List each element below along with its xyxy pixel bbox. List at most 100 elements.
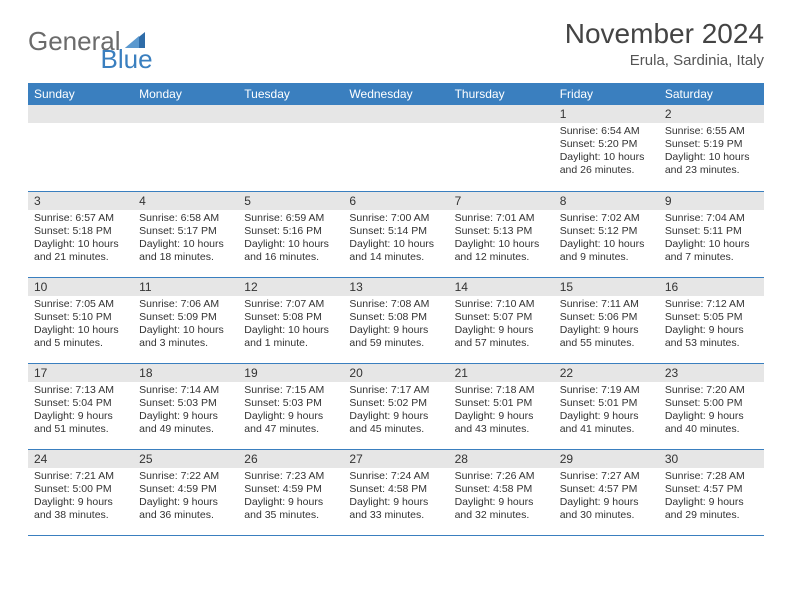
- sunrise-text: Sunrise: 7:07 AM: [244, 298, 337, 311]
- calendar-cell: 17Sunrise: 7:13 AMSunset: 5:04 PMDayligh…: [28, 363, 133, 449]
- day-body: Sunrise: 6:57 AMSunset: 5:18 PMDaylight:…: [28, 210, 133, 269]
- day-number: 9: [659, 192, 764, 210]
- sunrise-text: Sunrise: 7:01 AM: [455, 212, 548, 225]
- sunset-text: Sunset: 5:17 PM: [139, 225, 232, 238]
- day-number: 26: [238, 450, 343, 468]
- calendar-cell: 26Sunrise: 7:23 AMSunset: 4:59 PMDayligh…: [238, 449, 343, 535]
- daylight-text: Daylight: 10 hours and 26 minutes.: [560, 151, 653, 177]
- day-number: [28, 105, 133, 123]
- daylight-text: Daylight: 10 hours and 3 minutes.: [139, 324, 232, 350]
- sunset-text: Sunset: 4:58 PM: [349, 483, 442, 496]
- sunset-text: Sunset: 4:58 PM: [455, 483, 548, 496]
- sunrise-text: Sunrise: 7:22 AM: [139, 470, 232, 483]
- daylight-text: Daylight: 9 hours and 43 minutes.: [455, 410, 548, 436]
- day-number: 4: [133, 192, 238, 210]
- day-number: 5: [238, 192, 343, 210]
- day-body: Sunrise: 7:13 AMSunset: 5:04 PMDaylight:…: [28, 382, 133, 441]
- daylight-text: Daylight: 9 hours and 49 minutes.: [139, 410, 232, 436]
- sunset-text: Sunset: 5:20 PM: [560, 138, 653, 151]
- day-body: Sunrise: 6:55 AMSunset: 5:19 PMDaylight:…: [659, 123, 764, 182]
- day-number: 25: [133, 450, 238, 468]
- sunset-text: Sunset: 5:10 PM: [34, 311, 127, 324]
- day-number: 16: [659, 278, 764, 296]
- day-body: [449, 123, 554, 183]
- daylight-text: Daylight: 9 hours and 35 minutes.: [244, 496, 337, 522]
- calendar-cell: 4Sunrise: 6:58 AMSunset: 5:17 PMDaylight…: [133, 191, 238, 277]
- sunrise-text: Sunrise: 7:10 AM: [455, 298, 548, 311]
- day-header-row: SundayMondayTuesdayWednesdayThursdayFrid…: [28, 83, 764, 105]
- day-number: [343, 105, 448, 123]
- daylight-text: Daylight: 10 hours and 16 minutes.: [244, 238, 337, 264]
- day-body: Sunrise: 7:15 AMSunset: 5:03 PMDaylight:…: [238, 382, 343, 441]
- daylight-text: Daylight: 9 hours and 33 minutes.: [349, 496, 442, 522]
- sunrise-text: Sunrise: 7:27 AM: [560, 470, 653, 483]
- day-number: 20: [343, 364, 448, 382]
- daylight-text: Daylight: 10 hours and 5 minutes.: [34, 324, 127, 350]
- day-number: 1: [554, 105, 659, 123]
- day-body: Sunrise: 7:04 AMSunset: 5:11 PMDaylight:…: [659, 210, 764, 269]
- day-number: 6: [343, 192, 448, 210]
- day-body: Sunrise: 7:22 AMSunset: 4:59 PMDaylight:…: [133, 468, 238, 527]
- daylight-text: Daylight: 9 hours and 59 minutes.: [349, 324, 442, 350]
- calendar-cell: 14Sunrise: 7:10 AMSunset: 5:07 PMDayligh…: [449, 277, 554, 363]
- day-body: Sunrise: 6:59 AMSunset: 5:16 PMDaylight:…: [238, 210, 343, 269]
- sunset-text: Sunset: 5:06 PM: [560, 311, 653, 324]
- daylight-text: Daylight: 10 hours and 9 minutes.: [560, 238, 653, 264]
- sunrise-text: Sunrise: 7:28 AM: [665, 470, 758, 483]
- day-number: 28: [449, 450, 554, 468]
- calendar-week: 24Sunrise: 7:21 AMSunset: 5:00 PMDayligh…: [28, 449, 764, 535]
- day-header: Thursday: [449, 83, 554, 105]
- day-number: [238, 105, 343, 123]
- sunset-text: Sunset: 5:02 PM: [349, 397, 442, 410]
- calendar-cell: 2Sunrise: 6:55 AMSunset: 5:19 PMDaylight…: [659, 105, 764, 191]
- sunset-text: Sunset: 5:19 PM: [665, 138, 758, 151]
- sunrise-text: Sunrise: 7:26 AM: [455, 470, 548, 483]
- sunset-text: Sunset: 4:57 PM: [665, 483, 758, 496]
- sunset-text: Sunset: 5:09 PM: [139, 311, 232, 324]
- sunrise-text: Sunrise: 7:21 AM: [34, 470, 127, 483]
- sunset-text: Sunset: 5:03 PM: [139, 397, 232, 410]
- daylight-text: Daylight: 9 hours and 53 minutes.: [665, 324, 758, 350]
- calendar-cell: 16Sunrise: 7:12 AMSunset: 5:05 PMDayligh…: [659, 277, 764, 363]
- daylight-text: Daylight: 9 hours and 55 minutes.: [560, 324, 653, 350]
- day-body: [28, 123, 133, 183]
- day-number: 19: [238, 364, 343, 382]
- calendar-cell: [28, 105, 133, 191]
- calendar-cell: 10Sunrise: 7:05 AMSunset: 5:10 PMDayligh…: [28, 277, 133, 363]
- calendar-cell: 22Sunrise: 7:19 AMSunset: 5:01 PMDayligh…: [554, 363, 659, 449]
- sunrise-text: Sunrise: 7:08 AM: [349, 298, 442, 311]
- day-number: 3: [28, 192, 133, 210]
- day-body: Sunrise: 7:17 AMSunset: 5:02 PMDaylight:…: [343, 382, 448, 441]
- day-body: Sunrise: 7:14 AMSunset: 5:03 PMDaylight:…: [133, 382, 238, 441]
- daylight-text: Daylight: 9 hours and 45 minutes.: [349, 410, 442, 436]
- day-body: Sunrise: 7:06 AMSunset: 5:09 PMDaylight:…: [133, 296, 238, 355]
- day-number: 29: [554, 450, 659, 468]
- sunrise-text: Sunrise: 7:13 AM: [34, 384, 127, 397]
- sunset-text: Sunset: 4:59 PM: [139, 483, 232, 496]
- calendar-week: 1Sunrise: 6:54 AMSunset: 5:20 PMDaylight…: [28, 105, 764, 191]
- calendar-cell: 28Sunrise: 7:26 AMSunset: 4:58 PMDayligh…: [449, 449, 554, 535]
- page-header: General Blue November 2024 Erula, Sardin…: [28, 18, 764, 69]
- sunrise-text: Sunrise: 7:00 AM: [349, 212, 442, 225]
- day-number: 30: [659, 450, 764, 468]
- sunset-text: Sunset: 5:05 PM: [665, 311, 758, 324]
- day-header: Monday: [133, 83, 238, 105]
- calendar-week: 17Sunrise: 7:13 AMSunset: 5:04 PMDayligh…: [28, 363, 764, 449]
- sunrise-text: Sunrise: 7:24 AM: [349, 470, 442, 483]
- sunset-text: Sunset: 5:01 PM: [455, 397, 548, 410]
- day-body: Sunrise: 6:54 AMSunset: 5:20 PMDaylight:…: [554, 123, 659, 182]
- calendar-cell: 20Sunrise: 7:17 AMSunset: 5:02 PMDayligh…: [343, 363, 448, 449]
- day-number: 22: [554, 364, 659, 382]
- day-number: 14: [449, 278, 554, 296]
- sunrise-text: Sunrise: 7:14 AM: [139, 384, 232, 397]
- sunrise-text: Sunrise: 6:54 AM: [560, 125, 653, 138]
- day-number: 13: [343, 278, 448, 296]
- day-number: 24: [28, 450, 133, 468]
- day-body: Sunrise: 7:28 AMSunset: 4:57 PMDaylight:…: [659, 468, 764, 527]
- day-body: Sunrise: 7:20 AMSunset: 5:00 PMDaylight:…: [659, 382, 764, 441]
- calendar-cell: 18Sunrise: 7:14 AMSunset: 5:03 PMDayligh…: [133, 363, 238, 449]
- sunset-text: Sunset: 4:57 PM: [560, 483, 653, 496]
- calendar-cell: 12Sunrise: 7:07 AMSunset: 5:08 PMDayligh…: [238, 277, 343, 363]
- sunrise-text: Sunrise: 7:17 AM: [349, 384, 442, 397]
- sunset-text: Sunset: 5:04 PM: [34, 397, 127, 410]
